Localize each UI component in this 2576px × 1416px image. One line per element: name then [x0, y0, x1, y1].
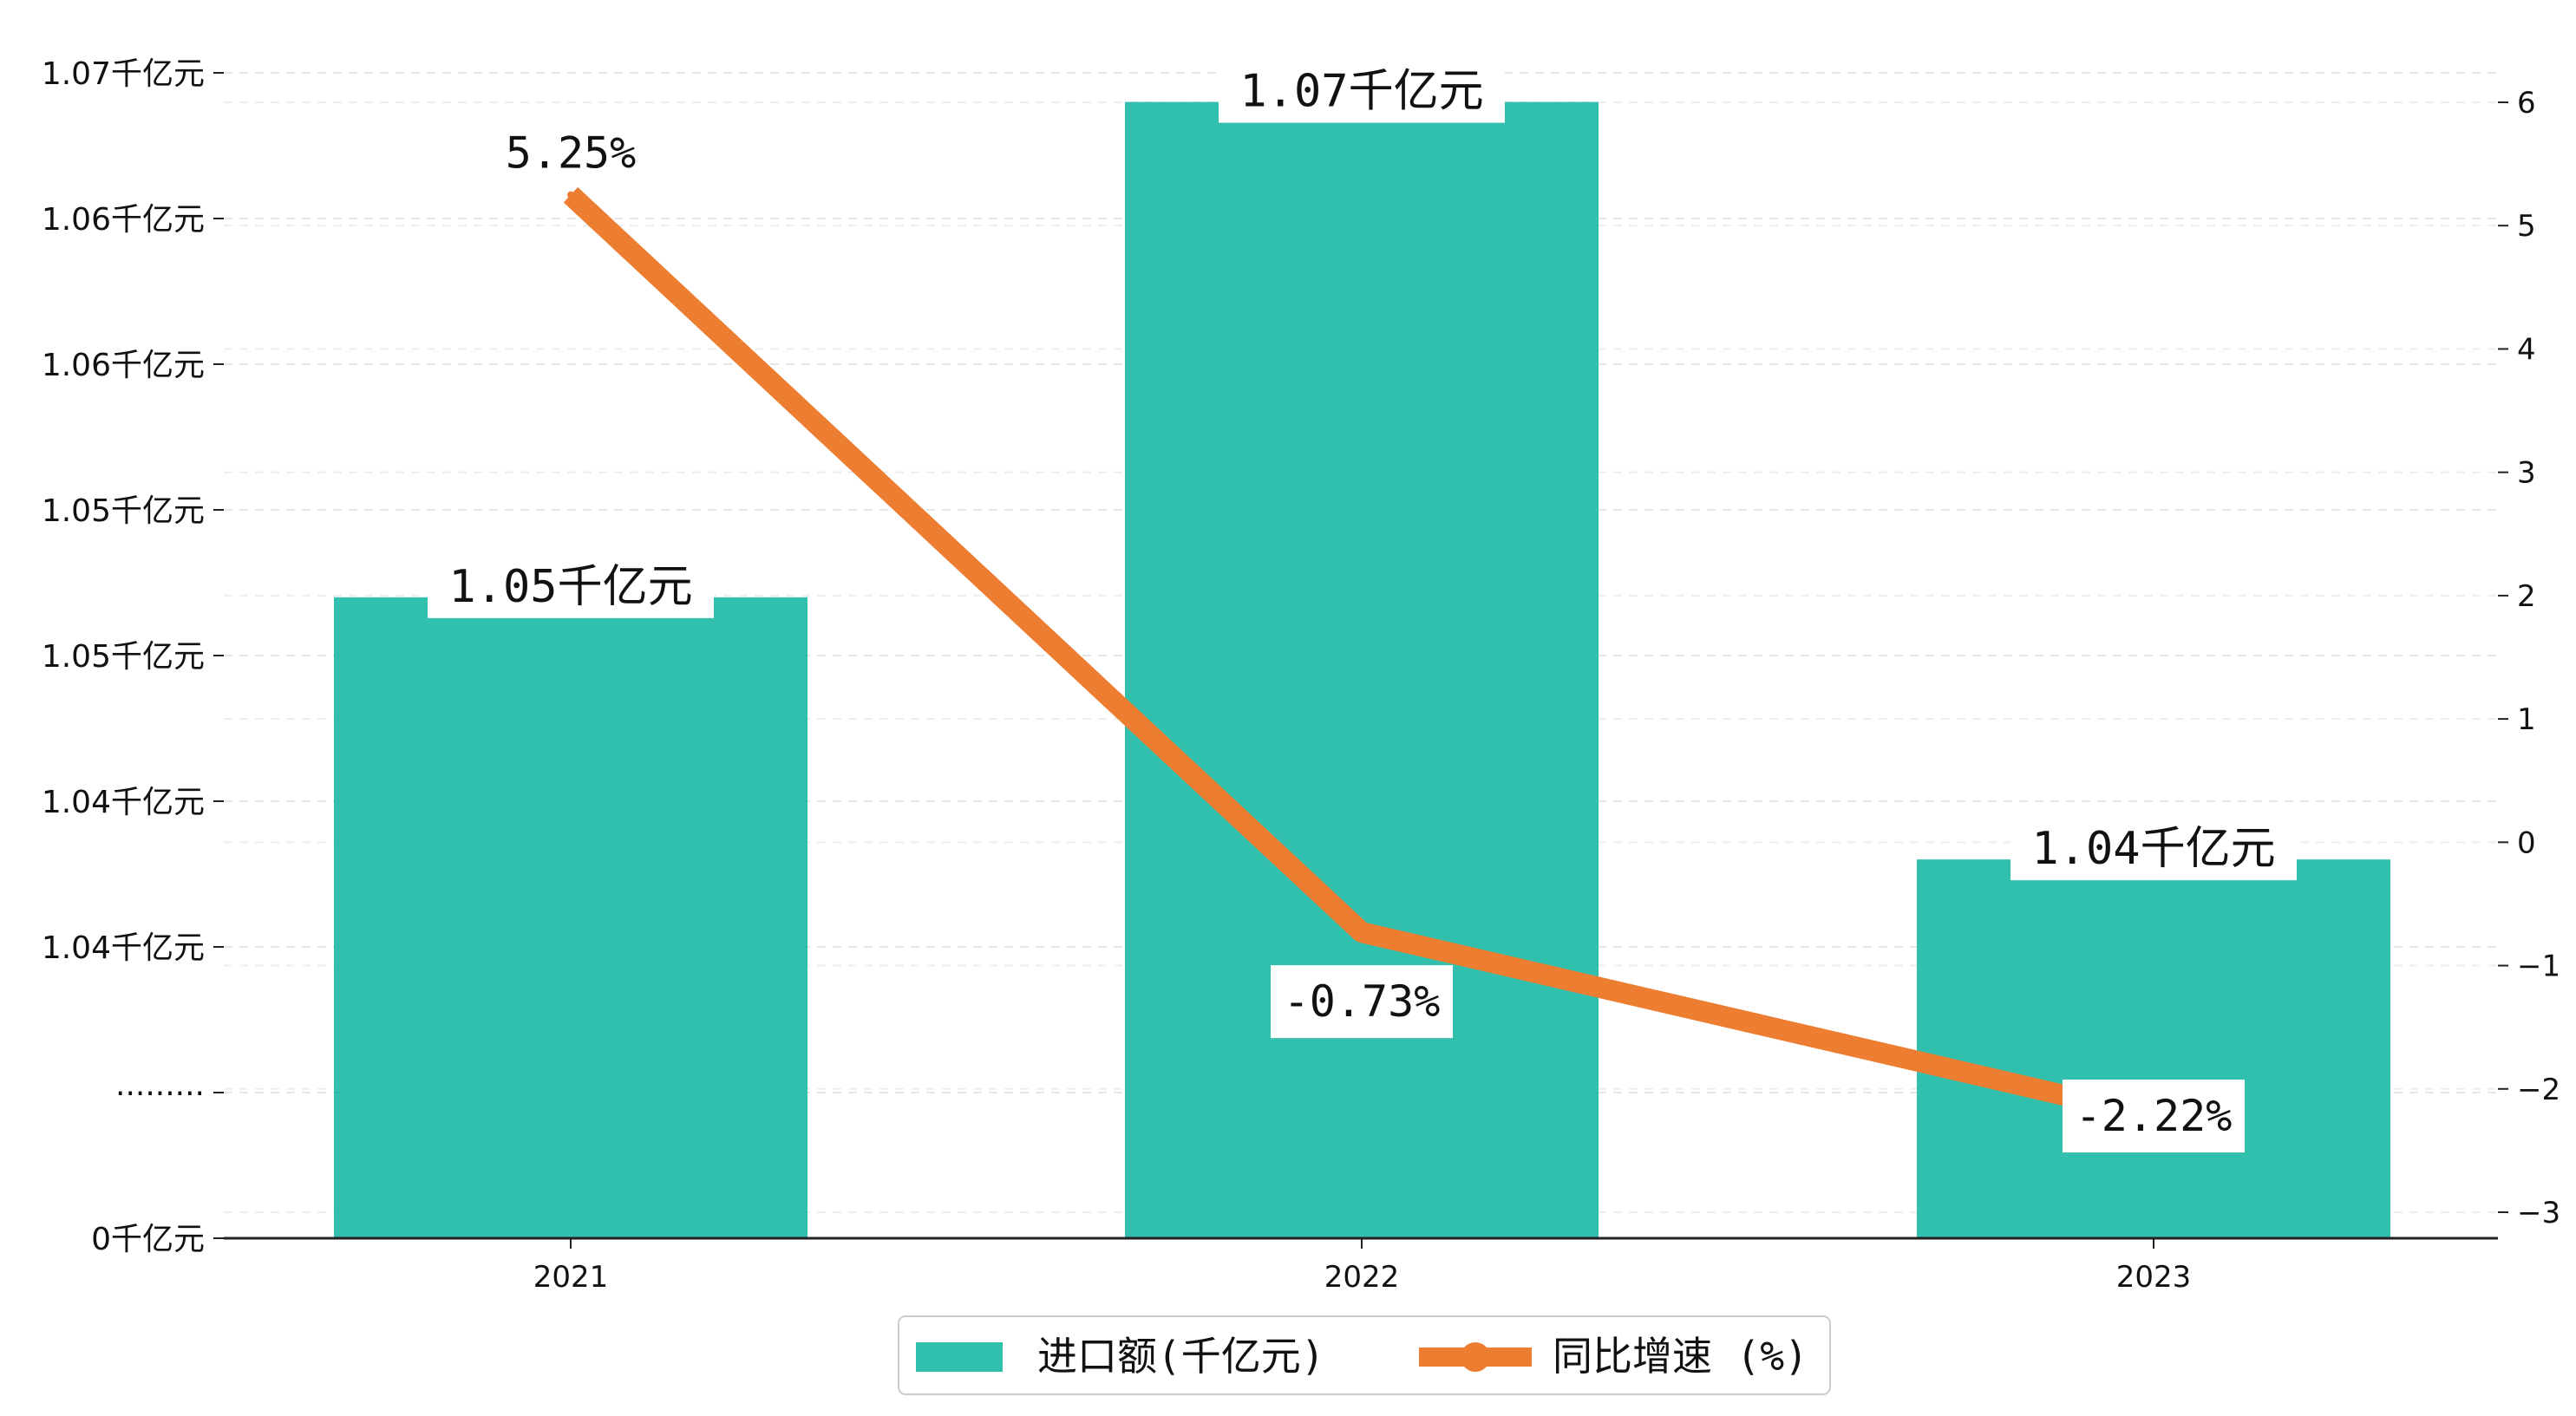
y-left-tick-label: 1.04千亿元	[42, 785, 205, 820]
y-left-tick-label: 1.06千亿元	[42, 348, 205, 383]
y-left-tick-label: 1.06千亿元	[42, 202, 205, 238]
bar-2021	[334, 597, 807, 1238]
y-right-tick-label: 6	[2517, 86, 2536, 121]
y-left-tick-label: ·········	[115, 1076, 205, 1112]
data-labels: 1.05千亿元 1.07千亿元 1.04千亿元 5.25% -0.73% -2.22%	[428, 60, 2297, 1153]
bar-series	[334, 101, 2390, 1239]
y-right-tick-label: 2	[2517, 579, 2536, 614]
bar-label-box	[428, 555, 714, 618]
legend-bar-swatch	[916, 1342, 1003, 1372]
growth-point-2021	[567, 191, 574, 199]
line-label-box	[1271, 965, 1453, 1039]
axes: 0千亿元·········1.04千亿元1.04千亿元1.05千亿元1.05千亿…	[42, 56, 2560, 1295]
y-right-tick-label: −2	[2517, 1073, 2560, 1107]
y-left-tick-label: 1.04千亿元	[42, 930, 205, 966]
legend-bar-label: 进口额(千亿元)	[1037, 1333, 1324, 1380]
x-tick-label: 2022	[1324, 1260, 1400, 1295]
y-right-tick-label: 0	[2517, 825, 2536, 860]
y-right-tick-label: −1	[2517, 949, 2560, 984]
y-left-tick-label: 0千亿元	[91, 1222, 205, 1257]
y-left-tick-label: 1.05千亿元	[42, 639, 205, 675]
bar-value-label: 1.07千亿元	[1239, 66, 1483, 118]
x-tick-label: 2023	[2116, 1260, 2192, 1295]
line-value-label: -2.22%	[2076, 1091, 2233, 1141]
y-right-tick-label: 3	[2517, 456, 2536, 491]
legend-line-marker	[1461, 1342, 1490, 1372]
legend: 进口额(千亿元) 同比增速 (%)	[898, 1315, 1831, 1395]
y-left-tick-label: 1.05千亿元	[42, 493, 205, 529]
x-tick-label: 2021	[533, 1260, 609, 1295]
line-label-box	[2063, 1080, 2245, 1153]
y-right-tick-label: 5	[2517, 209, 2536, 244]
legend-line-label: 同比增速 (%)	[1553, 1333, 1808, 1380]
legend-box	[898, 1315, 1831, 1395]
y-right-tick-label: 4	[2517, 332, 2536, 367]
y-left-tick-label: 1.07千亿元	[42, 56, 205, 92]
y-right-tick-label: −3	[2517, 1196, 2560, 1230]
line-value-label: 5.25%	[506, 128, 637, 179]
y-right-tick-label: 1	[2517, 702, 2536, 737]
bar-value-label: 1.05千亿元	[448, 561, 692, 613]
bar-value-label: 1.04千亿元	[2031, 823, 2275, 875]
bar-2023	[1917, 859, 2390, 1238]
line-value-label: -0.73%	[1284, 976, 1441, 1027]
bar-label-box	[1219, 60, 1505, 123]
growth-point-2022	[1358, 929, 1365, 936]
bar-2022	[1125, 101, 1599, 1239]
bar-label-box	[2010, 818, 2297, 881]
